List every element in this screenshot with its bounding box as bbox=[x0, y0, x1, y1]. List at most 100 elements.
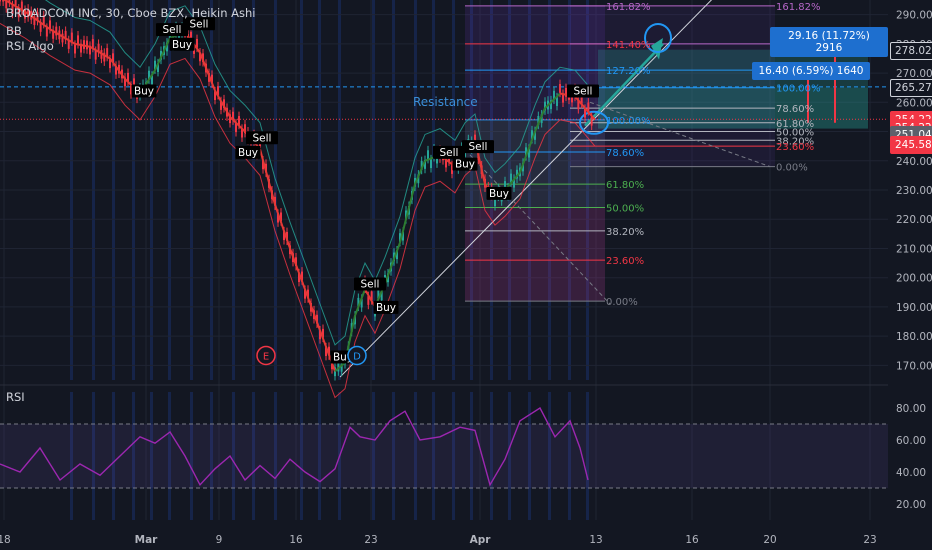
candle-body bbox=[67, 40, 70, 49]
measure-mid-box[interactable]: 16.40 (6.59%) 1640 bbox=[752, 62, 870, 80]
session-band bbox=[232, 392, 235, 520]
rsi-tick-label: 40.00 bbox=[896, 467, 926, 479]
time-axis: 18 Mar 9 16 23 Apr 13 16 20 23 bbox=[0, 534, 877, 546]
marker-label: D bbox=[353, 352, 361, 363]
rsi-panel bbox=[0, 406, 888, 489]
candle-body bbox=[70, 32, 73, 42]
session-band bbox=[190, 392, 193, 520]
price-tick-label: 200.00 bbox=[896, 273, 932, 285]
measure-top-box[interactable]: 29.16 (11.72%) 2916 bbox=[770, 27, 888, 57]
signal-sell-box bbox=[246, 131, 278, 145]
session-band bbox=[132, 392, 135, 520]
candle-body bbox=[534, 131, 536, 140]
candle-body bbox=[211, 74, 213, 84]
candle-body bbox=[405, 210, 407, 220]
price-tick-label: 180.00 bbox=[896, 331, 932, 343]
candle-body bbox=[77, 35, 79, 45]
candle-body bbox=[97, 43, 100, 53]
candle-body bbox=[525, 147, 527, 157]
candle-body bbox=[587, 102, 590, 112]
candle-body bbox=[427, 150, 429, 160]
candle-body bbox=[103, 52, 106, 62]
fib-right-label: 38.20% bbox=[776, 136, 814, 147]
price-segment bbox=[334, 361, 346, 372]
session-band bbox=[548, 392, 551, 520]
candle-body bbox=[360, 298, 363, 308]
session-band bbox=[490, 392, 493, 520]
candle-body bbox=[544, 101, 546, 111]
session-band bbox=[414, 392, 417, 520]
signal-sell-label: Sell bbox=[440, 147, 459, 159]
candle-body bbox=[513, 178, 515, 188]
signal-buy-box bbox=[131, 84, 157, 98]
price-segment bbox=[534, 107, 546, 132]
candle-body bbox=[577, 100, 580, 110]
signal-sell-label: Sell bbox=[190, 18, 209, 30]
price-label: 245.58 bbox=[890, 136, 932, 155]
price-segment bbox=[319, 329, 336, 372]
candle-body bbox=[304, 289, 306, 299]
candle-body bbox=[399, 233, 401, 242]
candle-body bbox=[115, 65, 117, 75]
candle-body bbox=[24, 9, 26, 19]
rsi-line bbox=[0, 406, 589, 487]
signal-sell-box bbox=[433, 145, 465, 159]
session-band bbox=[452, 392, 455, 520]
candle-body bbox=[380, 291, 383, 301]
candle-body bbox=[516, 169, 518, 179]
candle-body bbox=[83, 40, 85, 49]
candle-body bbox=[154, 60, 156, 70]
price-segment bbox=[3, 0, 26, 13]
candle-body bbox=[474, 134, 476, 144]
price-tick-label: 290.00 bbox=[896, 10, 932, 22]
time-tick-label: 16 bbox=[685, 534, 699, 546]
candle-body bbox=[559, 84, 561, 93]
candle-body bbox=[286, 231, 288, 241]
fib-left-label: 127.20% bbox=[606, 66, 651, 77]
price-segment bbox=[414, 160, 426, 185]
indicator-rsi-algo-label[interactable]: RSI Algo bbox=[6, 39, 54, 53]
candle-body bbox=[74, 44, 76, 54]
fib-left-label: 61.80% bbox=[606, 180, 644, 191]
fib-left-label: 161.82% bbox=[606, 2, 651, 13]
price-segment bbox=[49, 28, 76, 45]
price-segment bbox=[354, 289, 366, 317]
candle-body bbox=[553, 90, 555, 100]
marker-label: E bbox=[263, 352, 269, 363]
bollinger-bands bbox=[0, 0, 596, 399]
session-band bbox=[274, 392, 277, 520]
candle-body bbox=[229, 114, 231, 124]
bb-upper bbox=[44, 0, 596, 346]
candle-body bbox=[325, 347, 327, 357]
session-band bbox=[470, 392, 473, 520]
price-segment bbox=[364, 288, 376, 308]
candle-body bbox=[14, 0, 17, 6]
price-segment bbox=[384, 242, 401, 284]
projection-arrow-head bbox=[651, 38, 663, 60]
candle-body bbox=[556, 97, 558, 106]
candle-body bbox=[80, 43, 82, 53]
candle-body bbox=[319, 330, 321, 340]
rsi-panel-title: RSI bbox=[6, 390, 25, 404]
candle-body bbox=[199, 52, 201, 62]
price-segment bbox=[574, 95, 586, 109]
candle-body bbox=[157, 63, 159, 72]
signal-buy-label: Buy bbox=[376, 302, 396, 314]
candle-body bbox=[55, 26, 58, 36]
candle-body bbox=[5, 0, 8, 9]
candle-body bbox=[295, 257, 297, 267]
signal-buy-label: Buy bbox=[134, 86, 154, 98]
signal-sell-box bbox=[462, 140, 494, 154]
indicator-bb-label[interactable]: BB bbox=[6, 24, 22, 38]
signal-buy-box bbox=[373, 300, 399, 314]
session-band bbox=[168, 392, 171, 520]
candle-body bbox=[367, 296, 370, 305]
candle-body bbox=[280, 212, 282, 222]
price-tick-label: 190.00 bbox=[896, 302, 932, 314]
time-tick-label: 23 bbox=[863, 534, 876, 546]
candle-body bbox=[565, 87, 567, 97]
signal-buy-label: Buy bbox=[489, 188, 509, 200]
fib-right-label: 50.00% bbox=[776, 128, 814, 139]
candle-body bbox=[584, 108, 586, 118]
